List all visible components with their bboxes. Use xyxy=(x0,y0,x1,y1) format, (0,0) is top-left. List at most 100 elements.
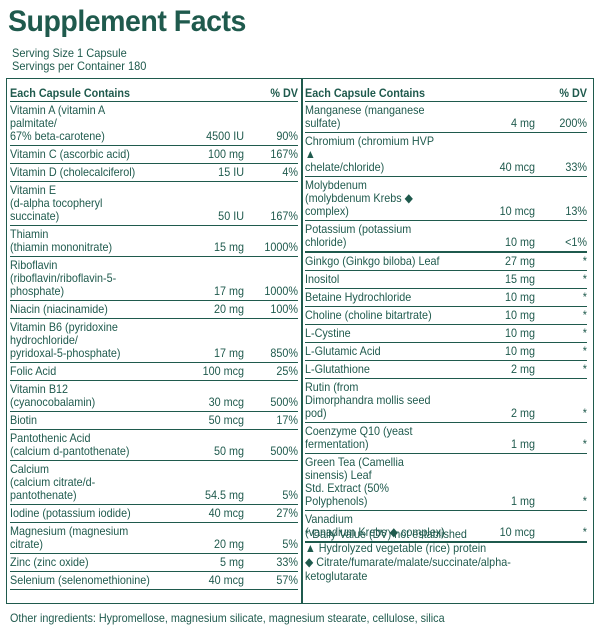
left-header-dv: % DV xyxy=(270,85,298,100)
nutrient-dv: * xyxy=(582,290,587,304)
nutrient-amount: 10 mcg xyxy=(499,525,535,539)
nutrient-row: Ginkgo (Ginkgo biloba) Leaf 27 mg * xyxy=(305,253,587,271)
nutrient-name: Thiamin (thiamin mononitrate) xyxy=(10,227,113,254)
nutrient-dv: 1000% xyxy=(264,284,298,298)
nutrient-name: Calcium (calcium citrate/d-pantothenate) xyxy=(10,462,96,502)
nutrient-name: Niacin (niacinamide) xyxy=(10,302,108,316)
left-column: Each Capsule Contains % DV Vitamin A (vi… xyxy=(10,84,298,590)
nutrient-dv: * xyxy=(582,272,587,286)
nutrient-name: Pantothenic Acid (calcium d-pantothenate… xyxy=(10,431,130,458)
nutrient-name: Molybdenum (molybdenum Krebs ◆ complex) xyxy=(305,178,413,218)
right-header-dv: % DV xyxy=(559,85,587,100)
nutrient-amount: 2 mg xyxy=(510,406,535,420)
nutrient-name: Biotin xyxy=(10,413,38,427)
nutrient-amount: 10 mg xyxy=(504,344,535,358)
nutrient-dv: 33% xyxy=(565,160,587,174)
nutrient-dv: 200% xyxy=(559,116,587,130)
nutrient-amount: 15 mg xyxy=(504,272,535,286)
nutrient-row: Vitamin A (vitamin A palmitate/ 67% beta… xyxy=(10,102,298,146)
nutrient-row: Vitamin E (d-alpha tocopheryl succinate)… xyxy=(10,182,298,226)
nutrient-dv: 57% xyxy=(276,573,298,587)
nutrient-amount: 10 mg xyxy=(504,326,535,340)
nutrient-row: Vitamin D (cholecalciferol) 15 IU 4% xyxy=(10,164,298,182)
nutrient-name: Green Tea (Camellia sinensis) Leaf Std. … xyxy=(305,455,404,508)
nutrient-amount: 4500 IU xyxy=(206,129,244,143)
nutrient-row: Selenium (selenomethionine) 40 mcg 57% xyxy=(10,572,298,590)
nutrient-name: Magnesium (magnesium citrate) xyxy=(10,524,129,551)
nutrient-name: Ginkgo (Ginkgo biloba) Leaf xyxy=(305,254,440,268)
nutrient-row: Rutin (from Dimorphandra mollis seed pod… xyxy=(305,379,587,423)
nutrient-dv: * xyxy=(582,437,587,451)
nutrient-amount: 15 mg xyxy=(213,240,244,254)
nutrient-amount: 1 mg xyxy=(510,494,535,508)
nutrient-amount: 50 mcg xyxy=(208,413,244,427)
nutrient-row: Niacin (niacinamide) 20 mg 100% xyxy=(10,301,298,319)
nutrient-dv: 167% xyxy=(270,209,298,223)
nutrient-dv: * xyxy=(582,308,587,322)
nutrient-name: Vitamin D (cholecalciferol) xyxy=(10,165,136,179)
footnote-krebs: ◆ Citrate/fumarate/malate/succinate/alph… xyxy=(305,555,511,583)
facts-table-border xyxy=(6,78,594,604)
nutrient-row: Vanadium (vanadium Krebs ◆ complex) 10 mc… xyxy=(305,511,587,543)
nutrient-amount: 40 mcg xyxy=(499,160,535,174)
right-header: Each Capsule Contains % DV xyxy=(305,84,587,102)
nutrient-dv: 1000% xyxy=(264,240,298,254)
nutrient-name: Inositol xyxy=(305,272,340,286)
nutrient-amount: 40 mcg xyxy=(208,573,244,587)
nutrient-amount: 5 mg xyxy=(219,555,244,569)
footnote-hydrolyzed: ▲ Hydrolyzed vegetable (rice) protein xyxy=(305,541,487,555)
nutrient-dv: 27% xyxy=(276,506,298,520)
nutrient-row: Vitamin B6 (pyridoxine hydrochloride/ py… xyxy=(10,319,298,363)
nutrient-name: Rutin (from Dimorphandra mollis seed pod… xyxy=(305,380,431,420)
nutrient-name: Vitamin B6 (pyridoxine hydrochloride/ py… xyxy=(10,320,121,360)
other-ingredients: Other ingredients: Hypromellose, magnesi… xyxy=(10,611,445,625)
nutrient-name: Choline (choline bitartrate) xyxy=(305,308,432,322)
nutrient-dv: * xyxy=(582,406,587,420)
nutrient-amount: 100 mcg xyxy=(202,364,244,378)
nutrient-row: Magnesium (magnesium citrate) 20 mg 5% xyxy=(10,523,298,554)
nutrient-name: Potassium (potassium chloride) xyxy=(305,222,412,249)
right-header-name: Each Capsule Contains xyxy=(305,85,426,100)
nutrient-row: Manganese (manganese sulfate) 4 mg 200% xyxy=(305,102,587,133)
nutrient-amount: 17 mg xyxy=(213,284,244,298)
nutrient-amount: 50 mg xyxy=(213,444,244,458)
nutrient-dv: 17% xyxy=(276,413,298,427)
nutrient-row: Zinc (zinc oxide) 5 mg 33% xyxy=(10,554,298,572)
nutrient-dv: 500% xyxy=(270,444,298,458)
nutrient-dv: 90% xyxy=(276,129,298,143)
nutrient-name: Vitamin A (vitamin A palmitate/ 67% beta… xyxy=(10,103,105,143)
nutrient-dv: 5% xyxy=(282,537,298,551)
nutrient-dv: 13% xyxy=(565,204,587,218)
nutrient-name: Selenium (selenomethionine) xyxy=(10,573,150,587)
servings-per-container: Servings per Container 180 xyxy=(12,59,147,73)
nutrient-amount: 20 mg xyxy=(213,302,244,316)
nutrient-dv: 100% xyxy=(270,302,298,316)
nutrient-dv: 500% xyxy=(270,395,298,409)
nutrient-name: Vitamin C (ascorbic acid) xyxy=(10,147,130,161)
nutrient-dv: * xyxy=(582,344,587,358)
nutrient-row: Green Tea (Camellia sinensis) Leaf Std. … xyxy=(305,454,587,511)
nutrient-dv: 5% xyxy=(282,488,298,502)
nutrient-amount: 10 mg xyxy=(504,290,535,304)
nutrient-amount: 15 IU xyxy=(218,165,244,179)
nutrient-row: L-Glutamic Acid 10 mg * xyxy=(305,343,587,361)
nutrient-name: Folic Acid xyxy=(10,364,57,378)
nutrient-amount: 10 mcg xyxy=(499,204,535,218)
nutrient-amount: 10 mg xyxy=(504,235,535,249)
left-header: Each Capsule Contains % DV xyxy=(10,84,298,102)
nutrient-amount: 10 mg xyxy=(504,308,535,322)
nutrient-amount: 54.5 mg xyxy=(204,488,244,502)
nutrient-row: Folic Acid 100 mcg 25% xyxy=(10,363,298,381)
nutrient-amount: 40 mcg xyxy=(208,506,244,520)
nutrient-name: L-Cystine xyxy=(305,326,351,340)
nutrient-name: Manganese (manganese sulfate) xyxy=(305,103,425,130)
nutrient-row: Chromium (chromium HVP ▲ chelate/chlorid… xyxy=(305,133,587,177)
nutrient-dv: * xyxy=(582,525,587,539)
panel-title: Supplement Facts xyxy=(8,5,246,38)
footnote-daily-value: * Daily Value (DV) not established xyxy=(305,527,467,541)
nutrient-row: Pantothenic Acid (calcium d-pantothenate… xyxy=(10,430,298,461)
nutrient-row: Choline (choline bitartrate) 10 mg * xyxy=(305,307,587,325)
left-rows: Vitamin A (vitamin A palmitate/ 67% beta… xyxy=(10,102,298,590)
nutrient-dv: 25% xyxy=(276,364,298,378)
nutrient-row: Coenzyme Q10 (yeast fermentation) 1 mg * xyxy=(305,423,587,454)
